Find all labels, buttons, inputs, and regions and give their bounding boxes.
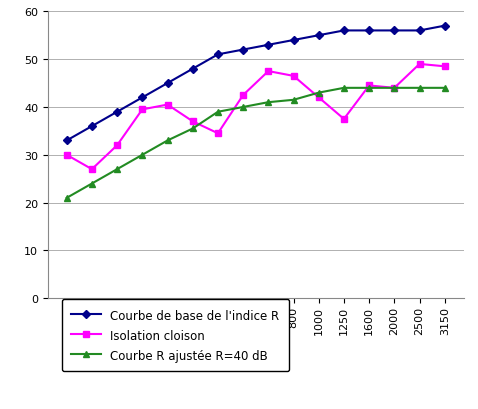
Isolation cloison <box>366 84 372 89</box>
Courbe de base de l'indice R <box>64 139 70 144</box>
Courbe R ajustée R=40 dB <box>215 110 221 115</box>
Courbe de base de l'indice R <box>366 29 372 34</box>
Isolation cloison <box>442 65 447 70</box>
Courbe R ajustée R=40 dB <box>341 86 347 91</box>
Courbe R ajustée R=40 dB <box>240 105 246 110</box>
Line: Courbe R ajustée R=40 dB: Courbe R ajustée R=40 dB <box>63 85 448 202</box>
Isolation cloison <box>64 153 70 158</box>
Courbe R ajustée R=40 dB <box>164 139 170 144</box>
Courbe R ajustée R=40 dB <box>114 167 120 172</box>
Isolation cloison <box>190 119 196 124</box>
Courbe de base de l'indice R <box>316 34 322 38</box>
Courbe R ajustée R=40 dB <box>391 86 397 91</box>
Isolation cloison <box>89 167 95 172</box>
Isolation cloison <box>215 132 221 137</box>
Courbe R ajustée R=40 dB <box>291 98 296 103</box>
Courbe R ajustée R=40 dB <box>140 153 145 158</box>
Isolation cloison <box>291 74 296 79</box>
Courbe R ajustée R=40 dB <box>190 127 196 132</box>
Isolation cloison <box>265 70 271 74</box>
Courbe de base de l'indice R <box>341 29 347 34</box>
Courbe de base de l'indice R <box>291 38 296 43</box>
Courbe de base de l'indice R <box>417 29 423 34</box>
Courbe R ajustée R=40 dB <box>64 196 70 201</box>
Isolation cloison <box>417 62 423 67</box>
Courbe de base de l'indice R <box>190 67 196 72</box>
Isolation cloison <box>316 96 322 101</box>
Courbe de base de l'indice R <box>114 110 120 115</box>
Courbe R ajustée R=40 dB <box>89 182 95 187</box>
Courbe de base de l'indice R <box>442 24 447 29</box>
Isolation cloison <box>341 117 347 122</box>
Courbe de base de l'indice R <box>140 96 145 101</box>
Courbe R ajustée R=40 dB <box>366 86 372 91</box>
Courbe de base de l'indice R <box>391 29 397 34</box>
Courbe R ajustée R=40 dB <box>265 101 271 106</box>
Line: Courbe de base de l'indice R: Courbe de base de l'indice R <box>64 24 447 144</box>
Line: Isolation cloison: Isolation cloison <box>63 61 448 173</box>
Courbe de base de l'indice R <box>240 48 246 53</box>
Isolation cloison <box>114 144 120 148</box>
Courbe de base de l'indice R <box>265 43 271 48</box>
Isolation cloison <box>391 86 397 91</box>
Isolation cloison <box>240 93 246 98</box>
Isolation cloison <box>164 103 170 108</box>
Legend: Courbe de base de l'indice R, Isolation cloison, Courbe R ajustée R=40 dB: Courbe de base de l'indice R, Isolation … <box>62 299 289 371</box>
Courbe R ajustée R=40 dB <box>442 86 447 91</box>
Courbe de base de l'indice R <box>164 81 170 86</box>
Isolation cloison <box>140 108 145 112</box>
Courbe R ajustée R=40 dB <box>316 91 322 96</box>
Courbe de base de l'indice R <box>215 53 221 58</box>
Courbe R ajustée R=40 dB <box>417 86 423 91</box>
Courbe de base de l'indice R <box>89 124 95 129</box>
